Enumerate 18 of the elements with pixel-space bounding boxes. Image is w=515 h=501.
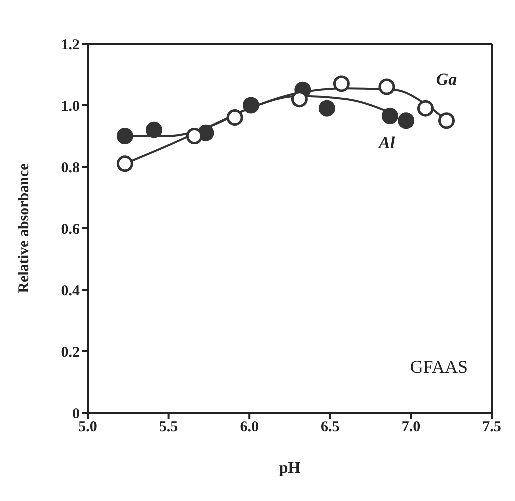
y-tick-label: 0 [72, 406, 80, 422]
x-tick-label: 7.0 [402, 420, 421, 436]
x-tick-label: 5.0 [78, 420, 98, 436]
series-label: Ga [436, 70, 458, 89]
y-tick-label: 1.0 [61, 98, 80, 115]
x-axis-title: pH [279, 460, 302, 477]
y-tick-label: 0.2 [61, 344, 80, 361]
x-tick-label: 7.5 [482, 420, 502, 436]
y-tick-label: 0.8 [61, 160, 80, 176]
y-tick-label: 0.4 [61, 283, 80, 300]
y-tick-label: 1.2 [61, 37, 80, 54]
y-tick-label: 0.6 [61, 222, 80, 238]
x-tick-label: 6.5 [321, 420, 340, 436]
series-label: Al [378, 134, 396, 153]
x-tick-label: 5.5 [159, 420, 178, 436]
annotation: GFAAS [410, 357, 468, 378]
x-tick-label: 6.0 [240, 420, 259, 436]
y-axis-title: Relative absorbance [16, 163, 32, 294]
